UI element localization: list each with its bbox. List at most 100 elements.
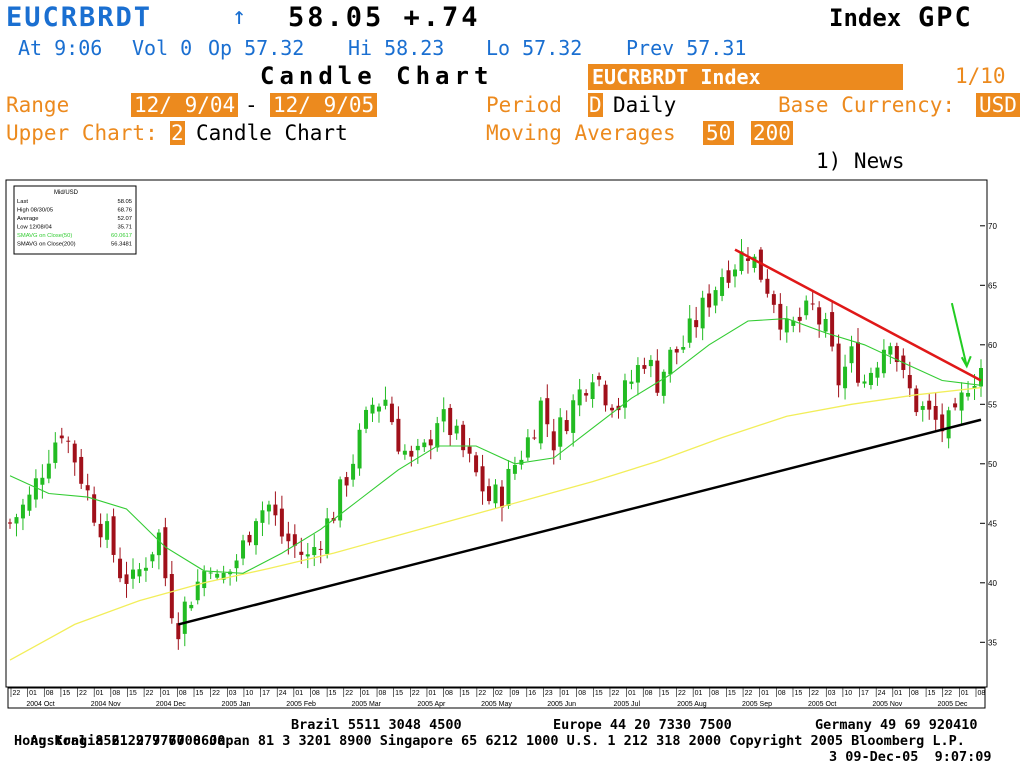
x-day-label: 01 [562, 690, 570, 697]
x-day-label: 22 [79, 690, 87, 697]
candle-body [551, 431, 556, 451]
candle-body [577, 389, 582, 406]
range-end-field[interactable]: 12/ 9/05 [270, 93, 378, 117]
x-day-label: 08 [711, 690, 719, 697]
x-day-label: 02 [495, 690, 503, 697]
candle-body [130, 569, 135, 579]
legend-row-label: Low 12/08/04 [17, 225, 53, 231]
x-month-label: 2005 Apr [417, 701, 446, 708]
x-day-label: 08 [179, 690, 187, 697]
x-day-label: 17 [861, 690, 869, 697]
candle-body [778, 303, 783, 330]
candle-body [765, 278, 770, 294]
range-start-field[interactable]: 12/ 9/04 [131, 93, 239, 117]
candle-body [111, 516, 116, 555]
prev-price: Prev 57.31 [626, 36, 747, 60]
candle-body [150, 554, 155, 562]
legend-row-label: SMAVG on Close(200) [17, 242, 76, 248]
x-day-label: 03 [229, 690, 237, 697]
x-day-label: 08 [46, 690, 54, 697]
x-day-label: 15 [129, 690, 137, 697]
legend-row-label: High 08/30/05 [17, 208, 53, 214]
x-day-label: 01 [295, 690, 303, 697]
candle-body [20, 504, 25, 519]
x-day-label: 15 [329, 690, 337, 697]
x-day-label: 24 [878, 690, 886, 697]
candle-body [40, 477, 45, 485]
candle-body [810, 303, 815, 305]
candle-body [597, 375, 602, 380]
x-day-label: 01 [428, 690, 436, 697]
x-day-label: 15 [196, 690, 204, 697]
ma-200-field[interactable]: 200 [751, 121, 793, 145]
candle-body [733, 269, 738, 277]
index-label: Index [829, 4, 902, 32]
x-day-label: 08 [778, 690, 786, 697]
x-day-label: 10 [844, 690, 852, 697]
volume: Vol 0 [132, 36, 193, 60]
y-tick-label: 45 [988, 519, 997, 528]
candle-body [266, 504, 271, 512]
candle-body [221, 573, 226, 580]
legend-row-value: 58.05 [117, 199, 132, 205]
candle-body [881, 349, 886, 374]
candle-body [454, 425, 459, 434]
candle-body [318, 548, 323, 550]
x-month-label: 2005 Jan [222, 701, 251, 708]
sma-200-line [9, 386, 982, 661]
candle-body [325, 518, 330, 555]
legend-row-label: Last [17, 199, 28, 205]
candle-body [538, 400, 543, 444]
candle-body [843, 366, 848, 389]
candle-body [118, 558, 123, 579]
candle-body [707, 293, 712, 308]
candle-body [817, 307, 822, 325]
candle-body [875, 367, 880, 378]
candle-body [279, 508, 284, 537]
candle-body [415, 445, 420, 451]
candle-body [726, 270, 731, 283]
x-month-label: 2004 Oct [26, 701, 54, 708]
ma-50-field[interactable]: 50 [703, 121, 735, 145]
x-month-label: 2004 Nov [91, 701, 121, 708]
candle-body [376, 406, 381, 412]
legend-row-value: 35.71 [117, 225, 132, 231]
period-code-field[interactable]: D [588, 93, 603, 117]
candle-body [14, 517, 19, 524]
x-day-label: 15 [395, 690, 403, 697]
legend-row-value: 60.0617 [111, 233, 132, 239]
candle-body [590, 382, 595, 400]
candle-body [273, 504, 278, 516]
candle-body [506, 468, 511, 506]
range-label: Range [6, 93, 70, 117]
x-day-label: 01 [695, 690, 703, 697]
candle-body [53, 442, 58, 463]
x-day-label: 22 [678, 690, 686, 697]
legend-row-label: SMAVG on Close(50) [17, 233, 72, 239]
candle-body [888, 346, 893, 355]
candle-body [487, 486, 492, 502]
security-field[interactable]: EUCRBRDT Index [588, 64, 903, 90]
news-link[interactable]: 1) News [816, 149, 905, 173]
candle-body [8, 522, 12, 524]
x-month-label: 2005 Sep [742, 701, 772, 708]
base-currency-field[interactable]: USD [976, 93, 1020, 117]
x-day-label: 22 [944, 690, 952, 697]
page-number: 1/10 [955, 64, 1006, 88]
x-day-label: 22 [13, 690, 21, 697]
candle-body [234, 560, 239, 569]
legend-row-value: 56.3481 [111, 242, 132, 248]
candle-body [914, 388, 919, 413]
upper-chart-code-field[interactable]: 2 [170, 121, 185, 145]
legend-box: Mid/USD Last 58.05 High 08/30/05 68.76 Avera… [13, 185, 137, 255]
resistance-trendline [734, 248, 982, 382]
legend-title: Mid/USD [54, 190, 79, 196]
x-day-label: 16 [528, 690, 536, 697]
candle-body [648, 359, 653, 367]
candle-body [739, 251, 744, 272]
candle-body [622, 380, 627, 408]
candle-body [292, 534, 297, 546]
candle-body [745, 258, 750, 261]
x-day-label: 15 [794, 690, 802, 697]
x-day-label: 22 [345, 690, 353, 697]
